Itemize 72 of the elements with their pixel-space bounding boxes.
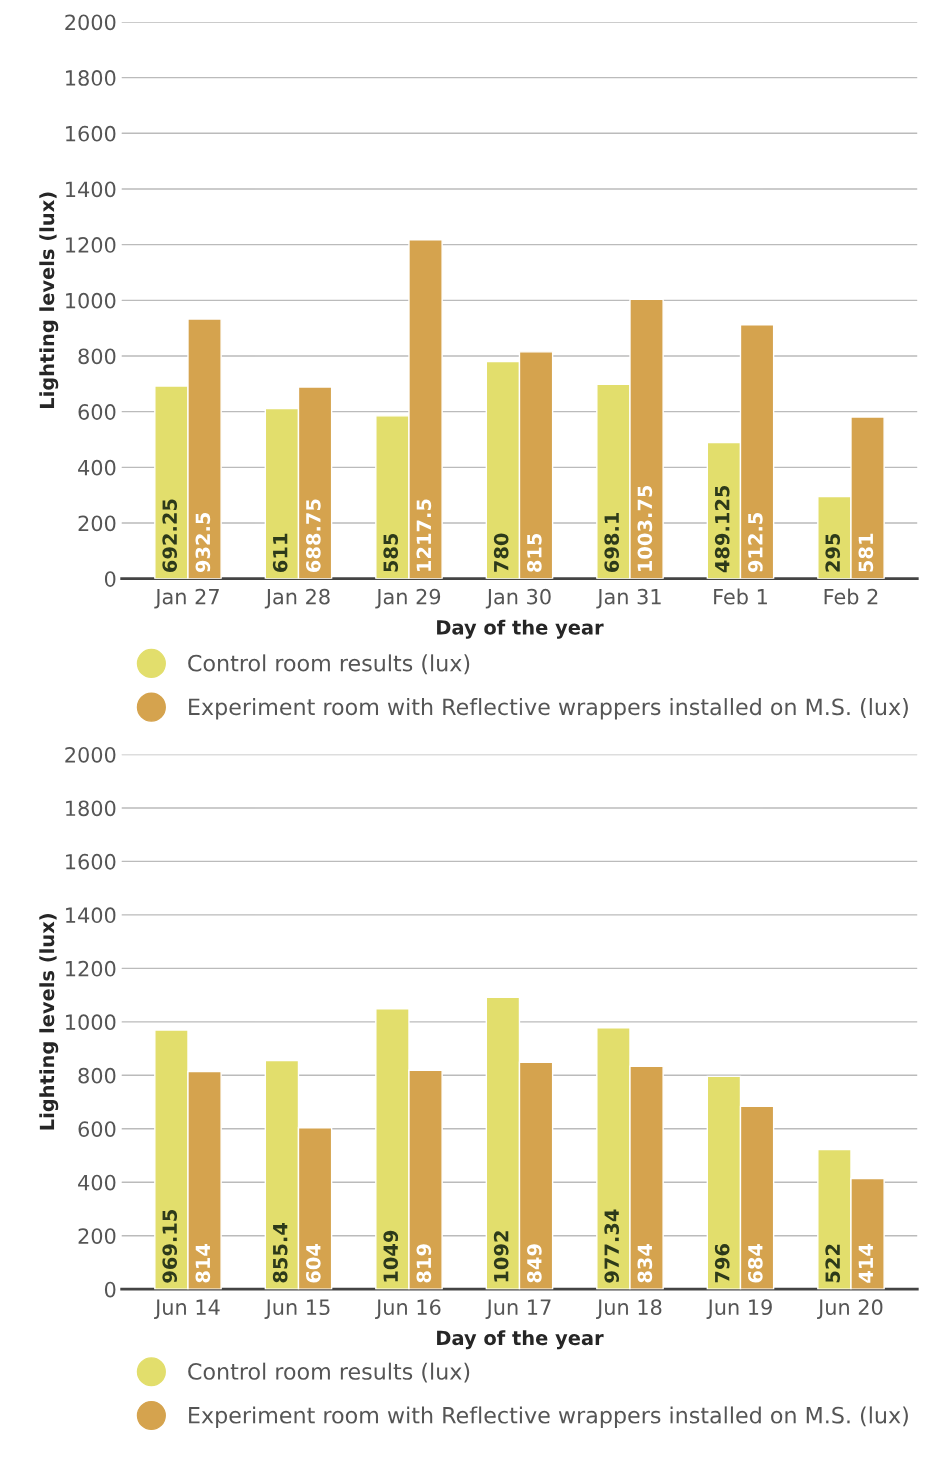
- legend-label: Control room results (lux): [188, 1362, 470, 1383]
- data-label: 977.34: [604, 1209, 620, 1283]
- y-tick-label: 0: [104, 571, 116, 587]
- x-axis-title: Day of the year: [437, 619, 604, 639]
- data-label: 688.75: [305, 499, 321, 572]
- data-label: 969.15: [162, 1209, 178, 1283]
- x-tick-label: Feb 1: [714, 588, 767, 605]
- y-tick-label: 800: [78, 1067, 116, 1084]
- x-tick-label: Jun 20: [817, 1299, 883, 1319]
- x-tick-label: Jan 28: [264, 588, 330, 609]
- y-tick-label: 800: [78, 348, 116, 365]
- data-label: 814: [195, 1243, 211, 1283]
- data-label: 855.4: [272, 1223, 288, 1283]
- y-tick-label: 2000: [65, 746, 116, 763]
- y-tick-label: 1600: [66, 853, 116, 870]
- y-tick-label: 1800: [66, 800, 116, 817]
- y-tick-label: 1000: [66, 292, 116, 309]
- data-label: 585: [383, 533, 399, 572]
- x-tick-label: Jan 30: [485, 588, 551, 609]
- y-tick-label: 200: [78, 515, 116, 532]
- legend-label: Experiment room with Reflective wrappers installed on M.S. (lux): [189, 698, 908, 720]
- data-label: 815: [526, 533, 542, 572]
- data-label: 834: [637, 1243, 653, 1283]
- y-axis-title: Lighting levels (lux): [39, 914, 59, 1130]
- data-label: 796: [714, 1244, 730, 1283]
- data-label: 295: [825, 533, 841, 572]
- y-tick-label: 600: [78, 404, 116, 420]
- x-tick-label: Jan 27: [154, 588, 219, 609]
- y-tick-label: 200: [78, 1228, 116, 1244]
- data-label: 581: [858, 533, 874, 572]
- data-label: 819: [416, 1244, 432, 1283]
- x-tick-label: Jun 18: [596, 1299, 662, 1319]
- y-axis-title: Lighting levels (lux): [39, 192, 59, 408]
- data-label: 1003.75: [637, 485, 653, 571]
- legend-label: Experiment room with Reflective wrappers installed on M.S. (lux): [189, 1406, 908, 1428]
- y-tick-label: 400: [78, 1174, 116, 1191]
- data-label: 522: [825, 1244, 841, 1283]
- x-tick-label: Jan 31: [596, 588, 661, 609]
- y-tick-label: 1400: [66, 181, 116, 198]
- y-tick-label: 1200: [66, 960, 116, 977]
- data-label: 912.5: [747, 512, 763, 573]
- x-axis-title: Day of the year: [437, 1330, 604, 1350]
- data-label: 932.5: [195, 512, 211, 573]
- data-label: 611: [272, 533, 288, 572]
- x-tick-label: Jan 29: [375, 588, 441, 609]
- y-tick-label: 1800: [66, 70, 116, 86]
- x-tick-label: Feb 2: [824, 588, 878, 605]
- data-label: 489.125: [714, 485, 730, 573]
- y-tick-label: 1000: [66, 1014, 116, 1031]
- y-tick-label: 600: [78, 1121, 116, 1137]
- data-label: 414: [858, 1243, 873, 1283]
- data-label: 1217.5: [416, 499, 432, 571]
- data-label: 1049: [383, 1230, 399, 1282]
- data-label: 698.1: [604, 512, 620, 572]
- y-tick-label: 2000: [65, 14, 116, 31]
- x-tick-label: Jun 16: [375, 1299, 441, 1319]
- y-tick-label: 1200: [66, 237, 116, 253]
- data-label: 780: [493, 533, 509, 572]
- data-label: 604: [305, 1243, 321, 1283]
- x-tick-label: Jun 19: [706, 1299, 772, 1319]
- y-tick-label: 1400: [66, 907, 116, 924]
- x-tick-label: Jun 15: [264, 1299, 330, 1319]
- y-tick-label: 0: [104, 1281, 116, 1298]
- y-tick-label: 400: [78, 459, 116, 476]
- data-label: 1092: [493, 1231, 509, 1282]
- x-tick-label: Jun 17: [485, 1299, 551, 1319]
- legend-label: Control room results (lux): [188, 654, 470, 675]
- x-tick-label: Jun 14: [154, 1299, 220, 1319]
- data-label: 849: [526, 1244, 542, 1283]
- data-label: 692.25: [162, 499, 178, 572]
- y-tick-label: 1600: [66, 125, 116, 142]
- data-label: 684: [747, 1243, 763, 1283]
